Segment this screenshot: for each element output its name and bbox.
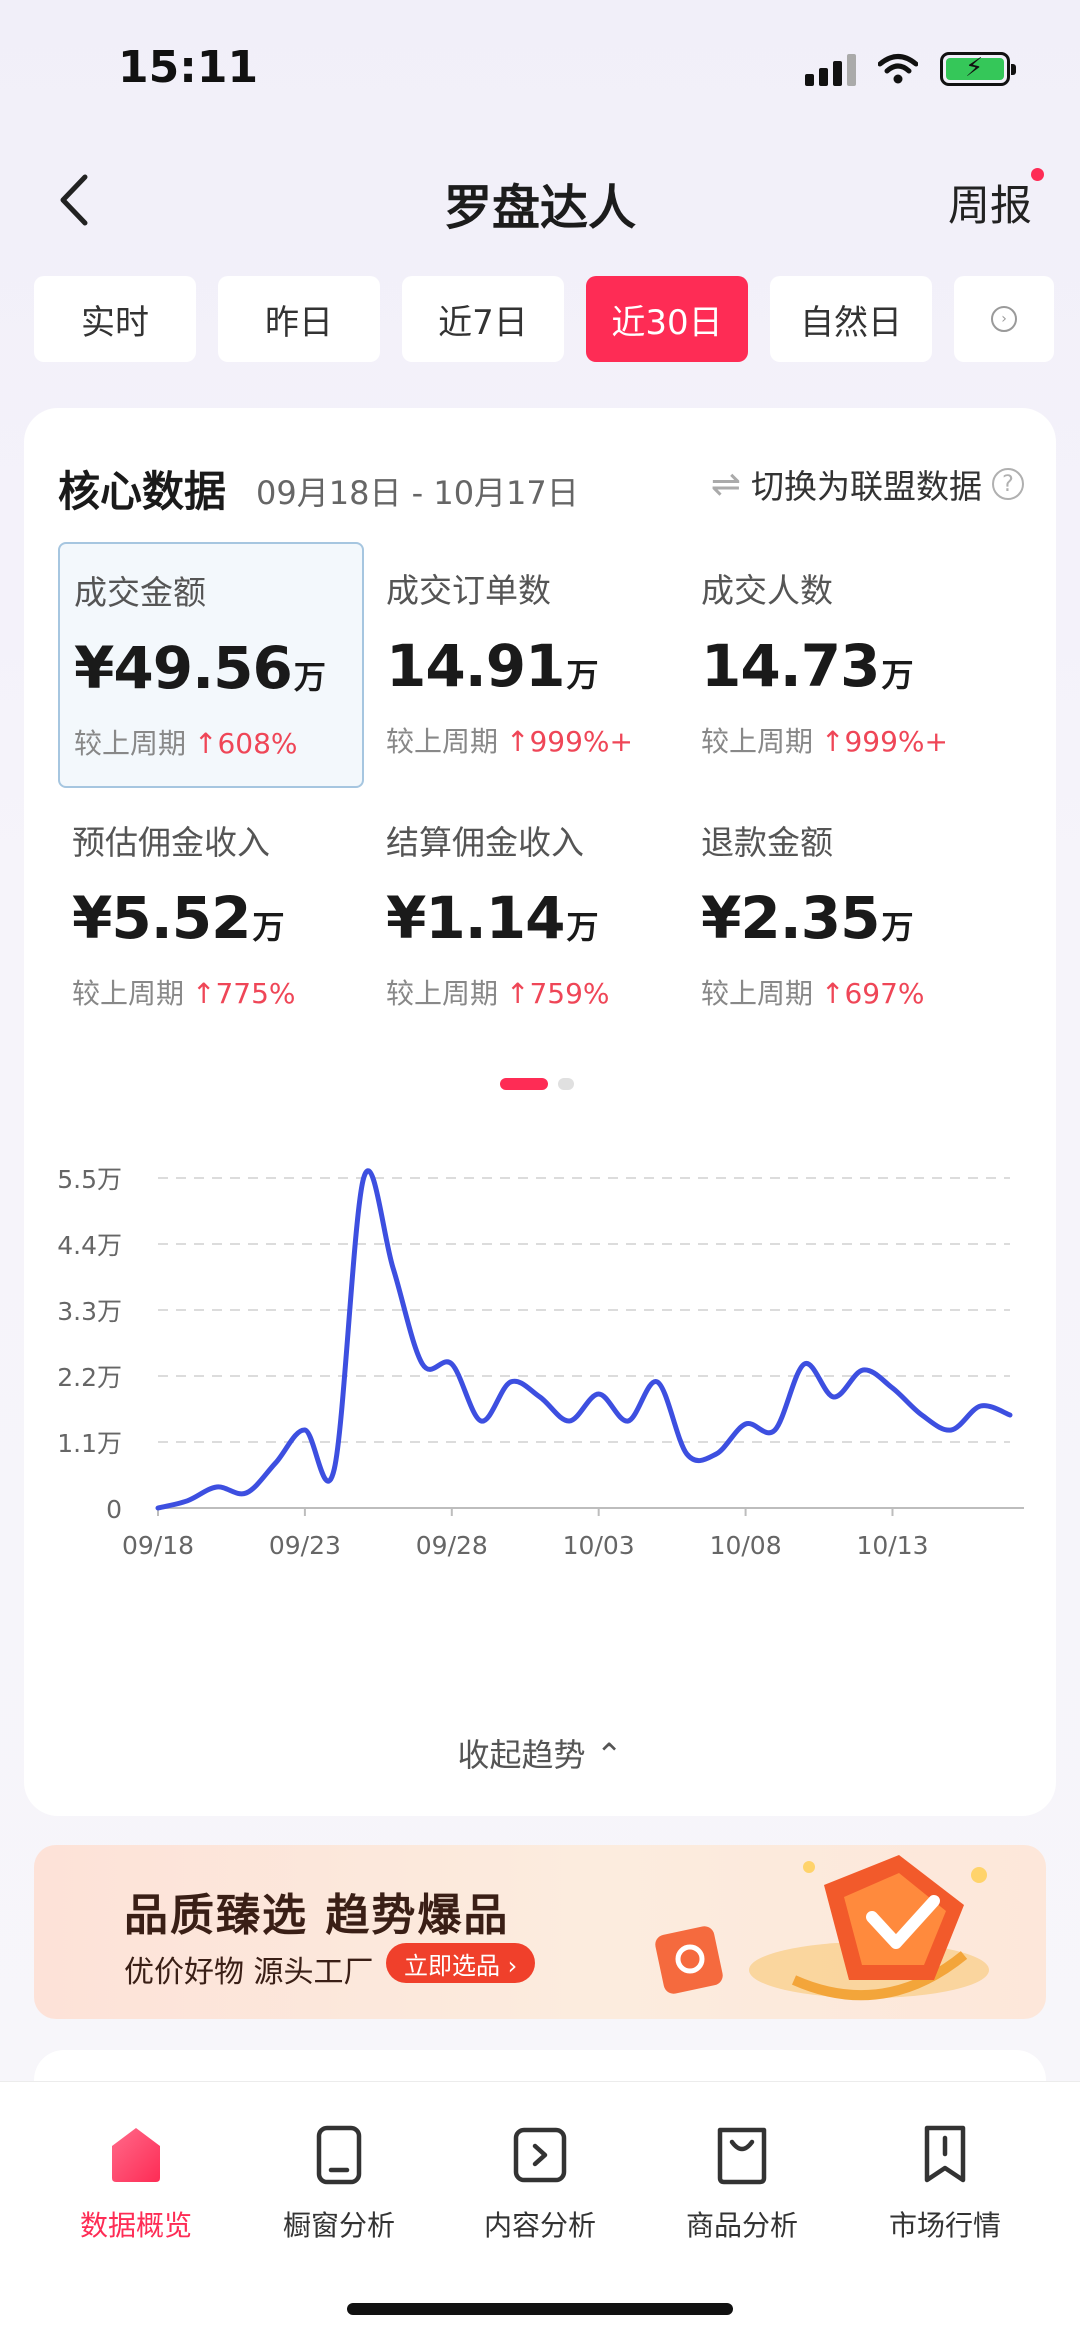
battery-icon: ⚡ (940, 52, 1016, 86)
date-range: 09月18日 - 10月17日 (256, 474, 579, 512)
tab-30-days[interactable]: 近30日 (586, 276, 748, 362)
chevron-left-icon (60, 174, 88, 226)
x-tick-label: 10/03 (563, 1531, 635, 1560)
metric-buyers[interactable]: 成交人数 14.73万 较上周期 ↑999%+ (687, 542, 993, 788)
metric-change: 较上周期 ↑999%+ (386, 725, 633, 758)
status-time: 15:11 (118, 42, 259, 93)
y-tick-label: 1.1万 (57, 1429, 122, 1458)
nav-content-analysis[interactable]: 内容分析 (450, 2122, 630, 2244)
nav-label: 市场行情 (888, 2209, 1001, 2242)
metric-label: 成交金额 (74, 573, 206, 612)
metric-orders[interactable]: 成交订单数 14.91万 较上周期 ↑999%+ (372, 542, 678, 788)
x-tick-label: 10/13 (856, 1531, 928, 1560)
metric-label: 成交人数 (701, 571, 833, 610)
home-indicator (347, 2303, 733, 2315)
tab-yesterday[interactable]: 昨日 (218, 276, 380, 362)
chevron-right-circle-icon: › (991, 306, 1017, 332)
back-button[interactable] (44, 170, 104, 230)
help-icon[interactable]: ? (992, 468, 1024, 500)
nav-label: 内容分析 (483, 2209, 596, 2242)
date-tabs: 实时 昨日 近7日 近30日 自然日 › (34, 276, 1080, 362)
bookmark-icon (924, 2125, 966, 2183)
tablet-icon (316, 2125, 362, 2185)
x-tick-label: 09/28 (416, 1531, 488, 1560)
nav-bar: 罗盘达人 周报 (0, 150, 1080, 250)
x-tick-label: 09/18 (122, 1531, 194, 1560)
status-bar: 15:11 ⚡ (0, 0, 1080, 150)
status-icons: ⚡ (805, 52, 1016, 86)
shopping-badge-illustration (655, 1855, 989, 2001)
metric-value: ¥2.35万 (701, 884, 913, 952)
metric-change: 较上周期 ↑759% (386, 977, 610, 1010)
metric-value: 14.73万 (701, 632, 913, 700)
trend-chart: 0 1.1万 2.2万 3.3万 4.4万 5.5万 09/18 09/23 09/28 10/0… (57, 1165, 1024, 1560)
weekly-report-link[interactable]: 周报 (947, 181, 1032, 230)
home-icon (112, 2128, 160, 2182)
metric-change: 较上周期 ↑608% (74, 727, 298, 760)
promo-banner[interactable]: 品质臻选 趋势爆品 优价好物 源头工厂 立即选品 › (34, 1845, 1046, 2019)
y-tick-label: 0 (106, 1495, 122, 1524)
metric-label: 成交订单数 (386, 571, 551, 610)
wifi-icon (878, 54, 918, 84)
x-tick-label: 09/23 (269, 1531, 341, 1560)
metric-est-commission[interactable]: 预估佣金收入 ¥5.52万 较上周期 ↑775% (58, 794, 364, 1040)
metric-label: 预估佣金收入 (72, 823, 270, 862)
metric-settled-commission[interactable]: 结算佣金收入 ¥1.14万 较上周期 ↑759% (372, 794, 678, 1040)
bag-icon (717, 2127, 767, 2185)
metrics-pager[interactable] (500, 1078, 574, 1090)
metric-label: 结算佣金收入 (386, 823, 584, 862)
metric-value: 14.91万 (386, 632, 598, 700)
y-tick-label: 5.5万 (57, 1165, 122, 1194)
metric-label: 退款金额 (701, 823, 833, 862)
nav-showcase-analysis[interactable]: 橱窗分析 (249, 2122, 429, 2244)
metric-gmv[interactable]: 成交金额 ¥49.56万 较上周期 ↑608% (58, 542, 364, 788)
collapse-trend-button[interactable]: 收起趋势 ⌃ (457, 1736, 623, 1774)
tab-realtime[interactable]: 实时 (34, 276, 196, 362)
signal-icon (805, 52, 856, 86)
tabs-more-button[interactable]: › (954, 276, 1054, 362)
pager-dot-active (500, 1078, 548, 1090)
metric-value: ¥5.52万 (72, 884, 284, 952)
pager-dot (558, 1078, 574, 1090)
nav-label: 商品分析 (685, 2209, 798, 2242)
metric-value: ¥49.56万 (74, 634, 326, 702)
y-tick-label: 4.4万 (57, 1231, 122, 1260)
bottom-tab-bar: 数据概览 橱窗分析 内容分析 商品分析 市场行情 (0, 2081, 1080, 2341)
x-tick-label: 10/08 (710, 1531, 782, 1560)
tab-7-days[interactable]: 近7日 (402, 276, 564, 362)
series-line (155, 1168, 1013, 1511)
nav-data-overview[interactable]: 数据概览 (46, 2122, 226, 2244)
y-tick-label: 3.3万 (57, 1297, 122, 1326)
nav-product-analysis[interactable]: 商品分析 (652, 2122, 832, 2244)
metric-change: 较上周期 ↑697% (701, 977, 925, 1010)
card-title: 核心数据 (58, 467, 227, 516)
nav-label: 数据概览 (79, 2209, 192, 2242)
metric-refund[interactable]: 退款金额 ¥2.35万 较上周期 ↑697% (687, 794, 993, 1040)
switch-to-alliance-button[interactable]: ⇌ 切换为联盟数据 ? (711, 460, 1024, 508)
swap-icon: ⇌ (710, 463, 741, 505)
banner-select-button[interactable]: 立即选品 › (386, 1943, 536, 1983)
core-data-card: 核心数据 09月18日 - 10月17日 ⇌ 切换为联盟数据 ? 成交金额 ¥4… (24, 408, 1056, 1816)
metric-change: 较上周期 ↑999%+ (701, 725, 948, 758)
chevron-up-icon: ⌃ (595, 1736, 623, 1774)
banner-title: 品质臻选 趋势爆品 (124, 1890, 510, 1941)
nav-label: 橱窗分析 (282, 2209, 395, 2242)
play-doc-icon (513, 2127, 567, 2183)
y-tick-label: 2.2万 (57, 1363, 122, 1392)
tab-natural-day[interactable]: 自然日 (770, 276, 932, 362)
switch-label: 切换为联盟数据 (751, 467, 982, 506)
metric-value: ¥1.14万 (386, 884, 598, 952)
page-title: 罗盘达人 (443, 180, 636, 236)
nav-market-trends[interactable]: 市场行情 (855, 2122, 1035, 2244)
notification-dot (1031, 168, 1044, 181)
metric-change: 较上周期 ↑775% (72, 977, 296, 1010)
banner-subtitle: 优价好物 源头工厂 (124, 1955, 374, 1990)
